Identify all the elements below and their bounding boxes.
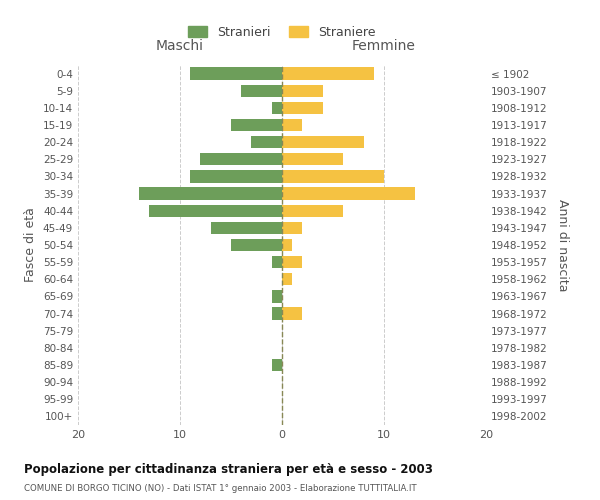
- Bar: [190, 68, 282, 80]
- Bar: [282, 68, 374, 80]
- Bar: [200, 153, 282, 166]
- Legend: Stranieri, Straniere: Stranieri, Straniere: [184, 21, 380, 44]
- Text: COMUNE DI BORGO TICINO (NO) - Dati ISTAT 1° gennaio 2003 - Elaborazione TUTTITAL: COMUNE DI BORGO TICINO (NO) - Dati ISTAT…: [24, 484, 416, 493]
- Y-axis label: Anni di nascita: Anni di nascita: [556, 198, 569, 291]
- Bar: [282, 84, 323, 97]
- Bar: [282, 239, 292, 251]
- Bar: [272, 256, 282, 268]
- Bar: [190, 170, 282, 182]
- Y-axis label: Fasce di età: Fasce di età: [25, 208, 37, 282]
- Bar: [231, 119, 282, 131]
- Bar: [241, 84, 282, 97]
- Bar: [231, 239, 282, 251]
- Bar: [149, 204, 282, 217]
- Bar: [211, 222, 282, 234]
- Bar: [282, 204, 343, 217]
- Bar: [282, 256, 302, 268]
- Bar: [251, 136, 282, 148]
- Bar: [282, 153, 343, 166]
- Bar: [272, 359, 282, 371]
- Bar: [282, 308, 302, 320]
- Bar: [272, 308, 282, 320]
- Bar: [272, 102, 282, 114]
- Bar: [282, 273, 292, 285]
- Bar: [282, 119, 302, 131]
- Bar: [282, 170, 384, 182]
- Bar: [282, 188, 415, 200]
- Bar: [282, 222, 302, 234]
- Text: Popolazione per cittadinanza straniera per età e sesso - 2003: Popolazione per cittadinanza straniera p…: [24, 462, 433, 475]
- Text: Maschi: Maschi: [156, 39, 204, 53]
- Bar: [282, 136, 364, 148]
- Text: Femmine: Femmine: [352, 39, 416, 53]
- Bar: [282, 102, 323, 114]
- Bar: [139, 188, 282, 200]
- Bar: [272, 290, 282, 302]
